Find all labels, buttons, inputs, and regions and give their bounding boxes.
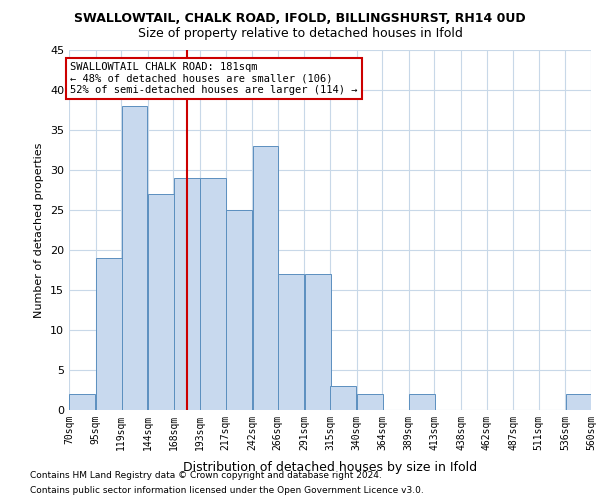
Bar (200, 178, 226, 410)
Bar (357, 394, 383, 410)
Text: Contains HM Land Registry data © Crown copyright and database right 2024.: Contains HM Land Registry data © Crown c… (30, 471, 382, 480)
Bar (278, 274, 304, 410)
Y-axis label: Number of detached properties: Number of detached properties (34, 142, 44, 318)
Text: Contains public sector information licensed under the Open Government Licence v3: Contains public sector information licen… (30, 486, 424, 495)
Text: Size of property relative to detached houses in Ifold: Size of property relative to detached ho… (137, 28, 463, 40)
Text: SWALLOWTAIL CHALK ROAD: 181sqm
← 48% of detached houses are smaller (106)
52% of: SWALLOWTAIL CHALK ROAD: 181sqm ← 48% of … (70, 62, 358, 95)
Bar (409, 394, 435, 410)
Bar (253, 146, 278, 410)
Bar (305, 274, 331, 410)
Bar (174, 178, 200, 410)
Bar (226, 210, 252, 410)
Bar (331, 386, 356, 410)
Bar (566, 394, 592, 410)
X-axis label: Distribution of detached houses by size in Ifold: Distribution of detached houses by size … (183, 461, 477, 474)
Bar (96, 258, 122, 410)
Text: SWALLOWTAIL, CHALK ROAD, IFOLD, BILLINGSHURST, RH14 0UD: SWALLOWTAIL, CHALK ROAD, IFOLD, BILLINGS… (74, 12, 526, 26)
Bar (122, 106, 148, 410)
Bar (70, 394, 95, 410)
Bar (148, 194, 174, 410)
